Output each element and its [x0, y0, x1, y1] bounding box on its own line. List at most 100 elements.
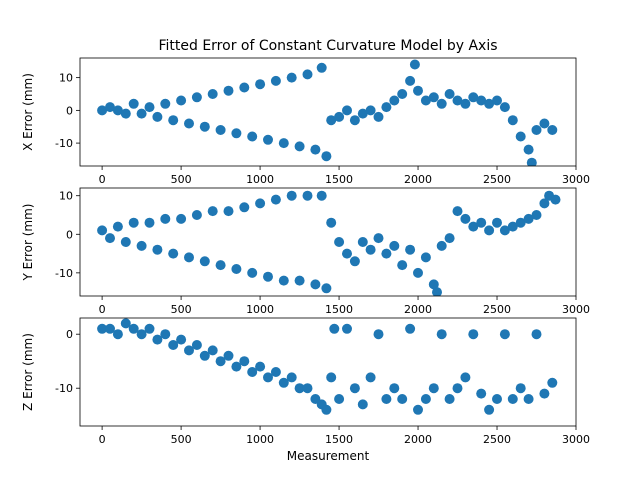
z-error-point — [255, 361, 266, 372]
z-error-point — [357, 399, 368, 410]
z-error-xtick-label: 1500 — [325, 433, 353, 446]
x-error-ytick-label: 0 — [66, 104, 73, 117]
x-error-point — [215, 125, 226, 135]
x-error-xtick-label: 2000 — [404, 173, 432, 186]
y-error-point — [278, 275, 289, 286]
y-error-point — [349, 256, 360, 267]
x-error-point — [310, 144, 321, 155]
z-error-point — [207, 345, 218, 356]
x-error-point — [286, 72, 297, 83]
y-error-point — [160, 213, 171, 224]
x-error-markers — [97, 59, 558, 166]
z-error-point — [460, 372, 471, 383]
z-error-point — [302, 383, 313, 394]
x-error-point — [144, 102, 155, 113]
x-error-point — [452, 95, 463, 106]
x-error-point — [409, 59, 420, 70]
x-error-point — [128, 98, 139, 109]
y-error-point — [539, 198, 550, 209]
y-error-point — [373, 233, 384, 244]
z-error-point — [144, 323, 155, 334]
x-error-point — [184, 118, 194, 129]
z-error-point — [539, 388, 550, 399]
z-error-point — [507, 394, 518, 404]
z-error-point — [468, 329, 479, 340]
x-error-point — [539, 118, 550, 129]
z-error-xtick-label: 0 — [99, 433, 106, 446]
y-error-point — [105, 233, 115, 244]
y-error-ytick-label: 0 — [66, 228, 73, 241]
z-error-xtick-label: 3000 — [562, 433, 590, 446]
y-error-point — [191, 210, 202, 220]
x-error-ytick-label: -10 — [55, 137, 73, 150]
x-error-ylabel: X Error (mm) — [21, 73, 35, 151]
y-error-point — [334, 237, 345, 247]
z-error-point — [128, 323, 139, 334]
z-error-point — [326, 372, 337, 383]
x-error-point — [302, 69, 313, 80]
y-error-point — [499, 225, 510, 236]
x-error-point — [168, 115, 179, 126]
y-error-point — [468, 221, 479, 232]
x-error-point — [389, 95, 400, 106]
z-error-point — [484, 404, 495, 415]
z-error-xtick-label: 500 — [171, 433, 192, 446]
y-error-xtick-label: 2500 — [483, 303, 511, 316]
x-error-axes-frame — [79, 57, 577, 167]
y-error-point — [397, 260, 408, 271]
z-error-point — [499, 329, 510, 340]
y-error-point — [302, 190, 313, 201]
x-error-point — [531, 125, 542, 135]
x-error-point — [547, 125, 558, 135]
y-error-point — [128, 217, 139, 228]
x-error-point — [420, 95, 431, 106]
x-error-panel: 0 500 1000 1500 2000 2500 3000 -10 0 10 X Error (m… — [21, 57, 590, 186]
x-error-point — [428, 92, 439, 103]
z-error-point — [215, 356, 226, 367]
y-error-point — [342, 248, 352, 259]
z-error-point — [342, 323, 352, 334]
y-error-point — [436, 240, 447, 251]
x-error-point — [223, 85, 234, 96]
x-error-point — [176, 95, 187, 106]
z-error-xtick-label: 2500 — [483, 433, 511, 446]
z-error-point — [405, 323, 416, 334]
z-error-point — [112, 329, 123, 340]
y-error-point — [239, 202, 250, 213]
x-error-point — [326, 115, 337, 126]
y-error-point — [484, 225, 495, 236]
z-error-point — [286, 372, 297, 383]
y-error-xtick-label: 1000 — [246, 303, 274, 316]
y-error-point — [207, 206, 218, 217]
x-error-point — [160, 98, 171, 109]
x-error-xtick-label: 1000 — [246, 173, 274, 186]
y-error-panel: 0 500 1000 1500 2000 2500 3000 -10 0 10 Y Error (m… — [21, 187, 590, 316]
z-error-point — [329, 323, 340, 334]
y-error-point — [523, 213, 534, 224]
y-error-point — [550, 194, 561, 205]
y-error-point — [507, 221, 518, 232]
z-error-point — [263, 372, 273, 383]
y-error-point — [432, 287, 442, 296]
x-error-point — [413, 85, 423, 96]
y-error-point — [112, 221, 123, 232]
z-error-point — [381, 394, 392, 404]
y-error-point — [381, 248, 392, 259]
z-error-ylabel: Z Error (mm) — [21, 333, 35, 411]
x-error-point — [381, 102, 392, 113]
y-error-point — [144, 217, 155, 228]
y-error-point — [215, 260, 226, 271]
z-error-point — [373, 329, 384, 340]
z-error-axes-frame — [79, 317, 577, 427]
y-error-point — [294, 275, 305, 286]
y-error-point — [357, 237, 368, 247]
y-error-point — [136, 240, 147, 251]
y-error-xtick-label: 0 — [99, 303, 106, 316]
y-error-point — [263, 271, 273, 282]
z-error-point — [247, 367, 258, 377]
z-error-xtick-label: 1000 — [246, 433, 274, 446]
x-error-point — [316, 62, 327, 73]
y-error-point — [365, 244, 376, 255]
y-error-xtick-label: 500 — [171, 303, 192, 316]
